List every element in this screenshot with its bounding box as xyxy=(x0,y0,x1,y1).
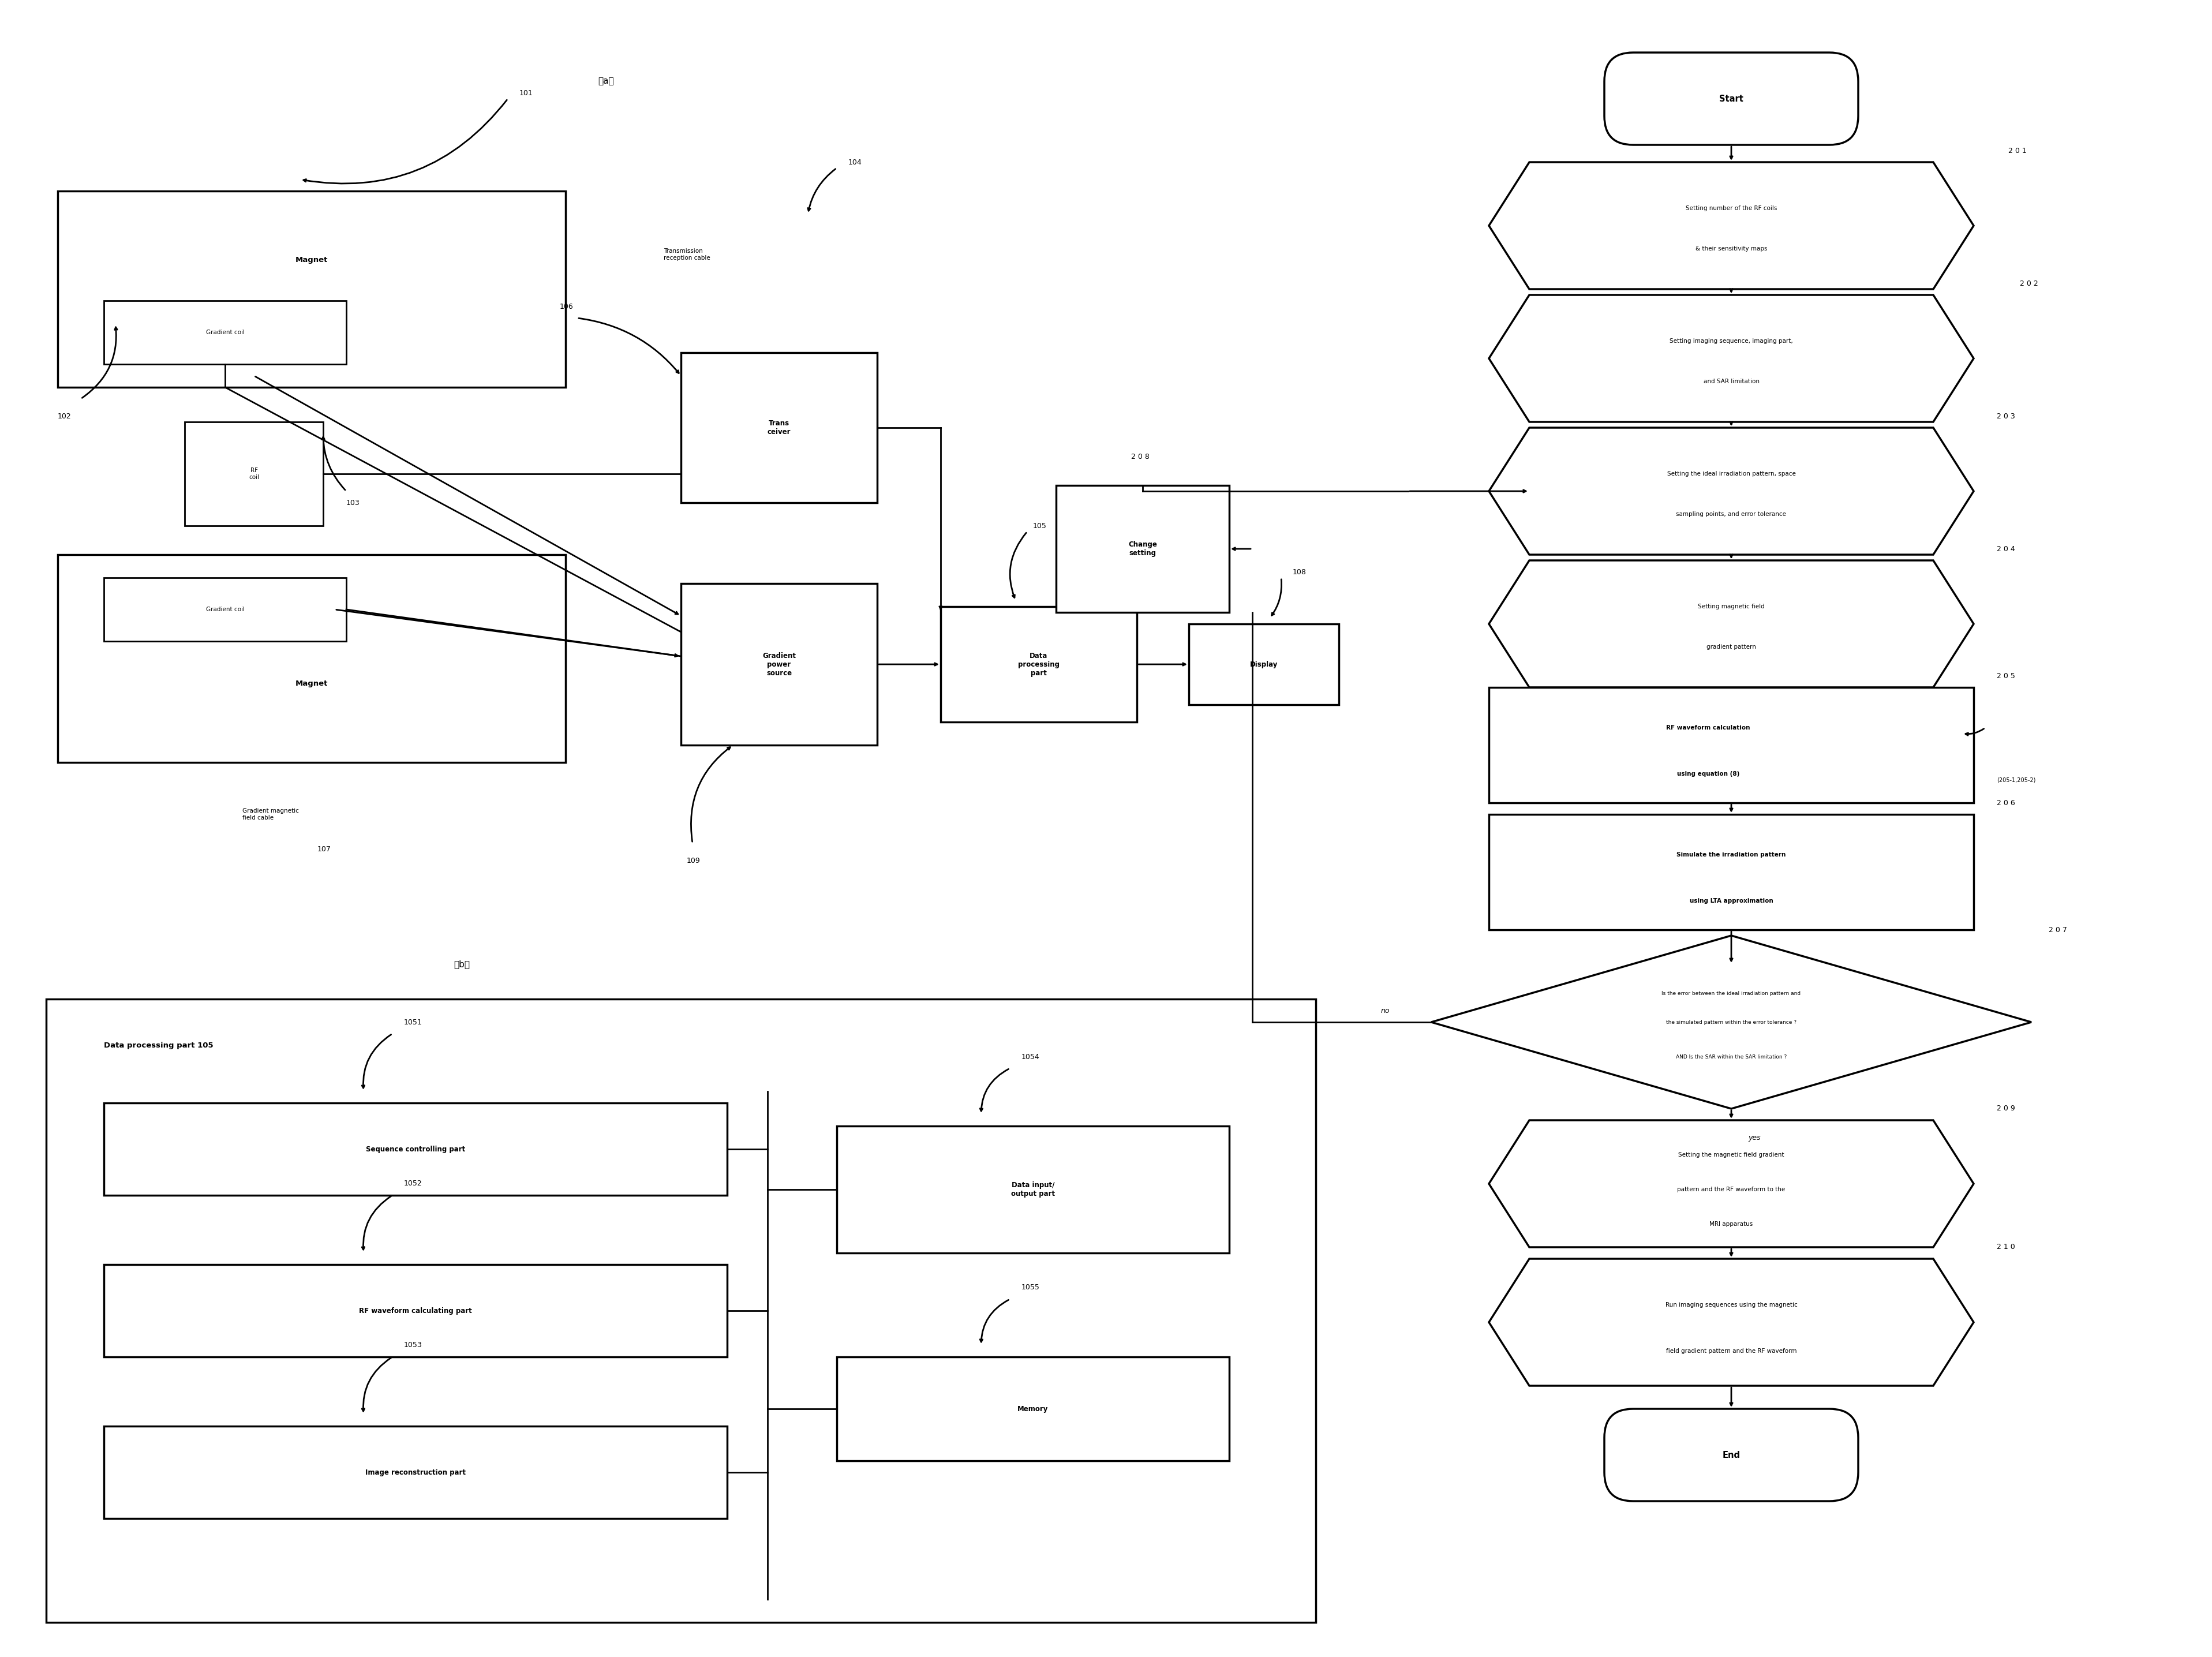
Text: & their sensitivity maps: & their sensitivity maps xyxy=(1694,245,1767,252)
Text: Gradient coil: Gradient coil xyxy=(206,606,243,613)
FancyBboxPatch shape xyxy=(1604,53,1858,144)
Text: （a）: （a） xyxy=(597,76,615,86)
FancyBboxPatch shape xyxy=(58,555,566,762)
Text: 102: 102 xyxy=(58,413,71,419)
Text: the simulated pattern within the error tolerance ?: the simulated pattern within the error t… xyxy=(1666,1019,1796,1024)
Text: Setting imaging sequence, imaging part,: Setting imaging sequence, imaging part, xyxy=(1670,338,1794,345)
FancyBboxPatch shape xyxy=(104,300,347,365)
Text: Gradient magnetic
field cable: Gradient magnetic field cable xyxy=(243,809,299,820)
Text: 2 0 8: 2 0 8 xyxy=(1130,452,1150,461)
FancyBboxPatch shape xyxy=(836,1127,1230,1253)
Text: 1054: 1054 xyxy=(1022,1052,1040,1060)
Text: Setting number of the RF coils: Setting number of the RF coils xyxy=(1686,205,1776,210)
Text: sampling points, and error tolerance: sampling points, and error tolerance xyxy=(1677,512,1787,517)
Text: 2 0 6: 2 0 6 xyxy=(1997,799,2015,807)
Text: 105: 105 xyxy=(1033,522,1046,530)
Text: Gradient
power
source: Gradient power source xyxy=(763,651,796,676)
Text: using equation (8): using equation (8) xyxy=(1677,771,1739,777)
Text: Memory: Memory xyxy=(1018,1405,1048,1412)
Text: Sequence controlling part: Sequence controlling part xyxy=(365,1145,465,1153)
Text: Data processing part 105: Data processing part 105 xyxy=(104,1042,212,1049)
Text: Setting magnetic field: Setting magnetic field xyxy=(1699,603,1765,610)
Polygon shape xyxy=(1489,295,1973,423)
Text: 109: 109 xyxy=(686,857,701,865)
Polygon shape xyxy=(1489,1120,1973,1248)
Text: gradient pattern: gradient pattern xyxy=(1705,645,1756,650)
Text: 107: 107 xyxy=(316,845,332,853)
FancyBboxPatch shape xyxy=(836,1357,1230,1461)
Text: and SAR limitation: and SAR limitation xyxy=(1703,378,1759,384)
FancyBboxPatch shape xyxy=(1055,486,1230,613)
Text: Image reconstruction part: Image reconstruction part xyxy=(365,1468,467,1476)
Text: Transmission
reception cable: Transmission reception cable xyxy=(664,249,710,260)
FancyBboxPatch shape xyxy=(681,353,878,502)
Text: Data input/
output part: Data input/ output part xyxy=(1011,1181,1055,1198)
Text: 2 0 2: 2 0 2 xyxy=(2020,280,2037,287)
Text: 2 0 9: 2 0 9 xyxy=(1997,1105,2015,1112)
FancyBboxPatch shape xyxy=(104,1427,728,1518)
Text: field gradient pattern and the RF waveform: field gradient pattern and the RF wavefo… xyxy=(1666,1349,1796,1354)
Text: RF waveform calculation: RF waveform calculation xyxy=(1666,724,1750,731)
FancyBboxPatch shape xyxy=(104,1264,728,1357)
Text: 2 0 5: 2 0 5 xyxy=(1997,673,2015,679)
Polygon shape xyxy=(1489,162,1973,290)
FancyBboxPatch shape xyxy=(1489,814,1973,930)
Text: RF waveform calculating part: RF waveform calculating part xyxy=(358,1307,471,1314)
Text: 2 1 0: 2 1 0 xyxy=(1997,1243,2015,1251)
FancyBboxPatch shape xyxy=(681,583,878,746)
Text: Is the error between the ideal irradiation pattern and: Is the error between the ideal irradiati… xyxy=(1661,991,1801,996)
Text: Simulate the irradiation pattern: Simulate the irradiation pattern xyxy=(1677,852,1785,858)
Text: AND Is the SAR within the SAR limitation ?: AND Is the SAR within the SAR limitation… xyxy=(1677,1054,1787,1059)
Text: End: End xyxy=(1723,1450,1741,1460)
Text: Start: Start xyxy=(1719,94,1743,103)
FancyBboxPatch shape xyxy=(1604,1408,1858,1501)
Text: (205-1,205-2): (205-1,205-2) xyxy=(1997,777,2035,782)
Text: 1051: 1051 xyxy=(405,1019,422,1026)
FancyBboxPatch shape xyxy=(58,191,566,388)
Text: Trans
ceiver: Trans ceiver xyxy=(768,419,790,436)
Text: Data
processing
part: Data processing part xyxy=(1018,651,1060,676)
Polygon shape xyxy=(1489,1259,1973,1385)
Polygon shape xyxy=(1489,560,1973,688)
Polygon shape xyxy=(1431,936,2031,1109)
Text: 108: 108 xyxy=(1292,568,1307,575)
Text: 1052: 1052 xyxy=(405,1180,422,1188)
FancyBboxPatch shape xyxy=(1188,625,1338,704)
Text: 101: 101 xyxy=(520,89,533,96)
Text: Setting the magnetic field gradient: Setting the magnetic field gradient xyxy=(1679,1152,1785,1158)
FancyBboxPatch shape xyxy=(1489,688,1973,804)
FancyBboxPatch shape xyxy=(104,578,347,641)
Text: pattern and the RF waveform to the: pattern and the RF waveform to the xyxy=(1677,1186,1785,1193)
Text: RF
coil: RF coil xyxy=(248,467,259,481)
Text: Gradient coil: Gradient coil xyxy=(206,330,243,335)
Text: Change
setting: Change setting xyxy=(1128,540,1157,557)
Text: yes: yes xyxy=(1747,1133,1761,1142)
Text: Magnet: Magnet xyxy=(296,255,327,263)
FancyBboxPatch shape xyxy=(46,999,1316,1622)
Text: 104: 104 xyxy=(849,159,863,166)
Polygon shape xyxy=(1489,428,1973,555)
FancyBboxPatch shape xyxy=(184,423,323,525)
Text: MRI apparatus: MRI apparatus xyxy=(1710,1221,1752,1228)
Text: （b）: （b） xyxy=(453,959,469,969)
Text: 2 0 3: 2 0 3 xyxy=(1997,413,2015,419)
Text: 103: 103 xyxy=(347,499,361,507)
Text: Setting the ideal irradiation pattern, space: Setting the ideal irradiation pattern, s… xyxy=(1668,471,1796,477)
Text: 1055: 1055 xyxy=(1022,1284,1040,1291)
Text: Magnet: Magnet xyxy=(296,679,327,688)
Text: using LTA approximation: using LTA approximation xyxy=(1690,898,1774,903)
Text: 2 0 4: 2 0 4 xyxy=(1997,545,2015,553)
Text: 2 0 1: 2 0 1 xyxy=(2008,147,2026,154)
Text: 2 0 7: 2 0 7 xyxy=(2048,926,2066,933)
Text: Run imaging sequences using the magnetic: Run imaging sequences using the magnetic xyxy=(1666,1302,1798,1307)
Text: Display: Display xyxy=(1250,661,1279,668)
Text: 1053: 1053 xyxy=(405,1342,422,1349)
FancyBboxPatch shape xyxy=(104,1104,728,1195)
Text: no: no xyxy=(1380,1007,1389,1014)
Text: 106: 106 xyxy=(560,303,573,310)
FancyBboxPatch shape xyxy=(940,606,1137,722)
